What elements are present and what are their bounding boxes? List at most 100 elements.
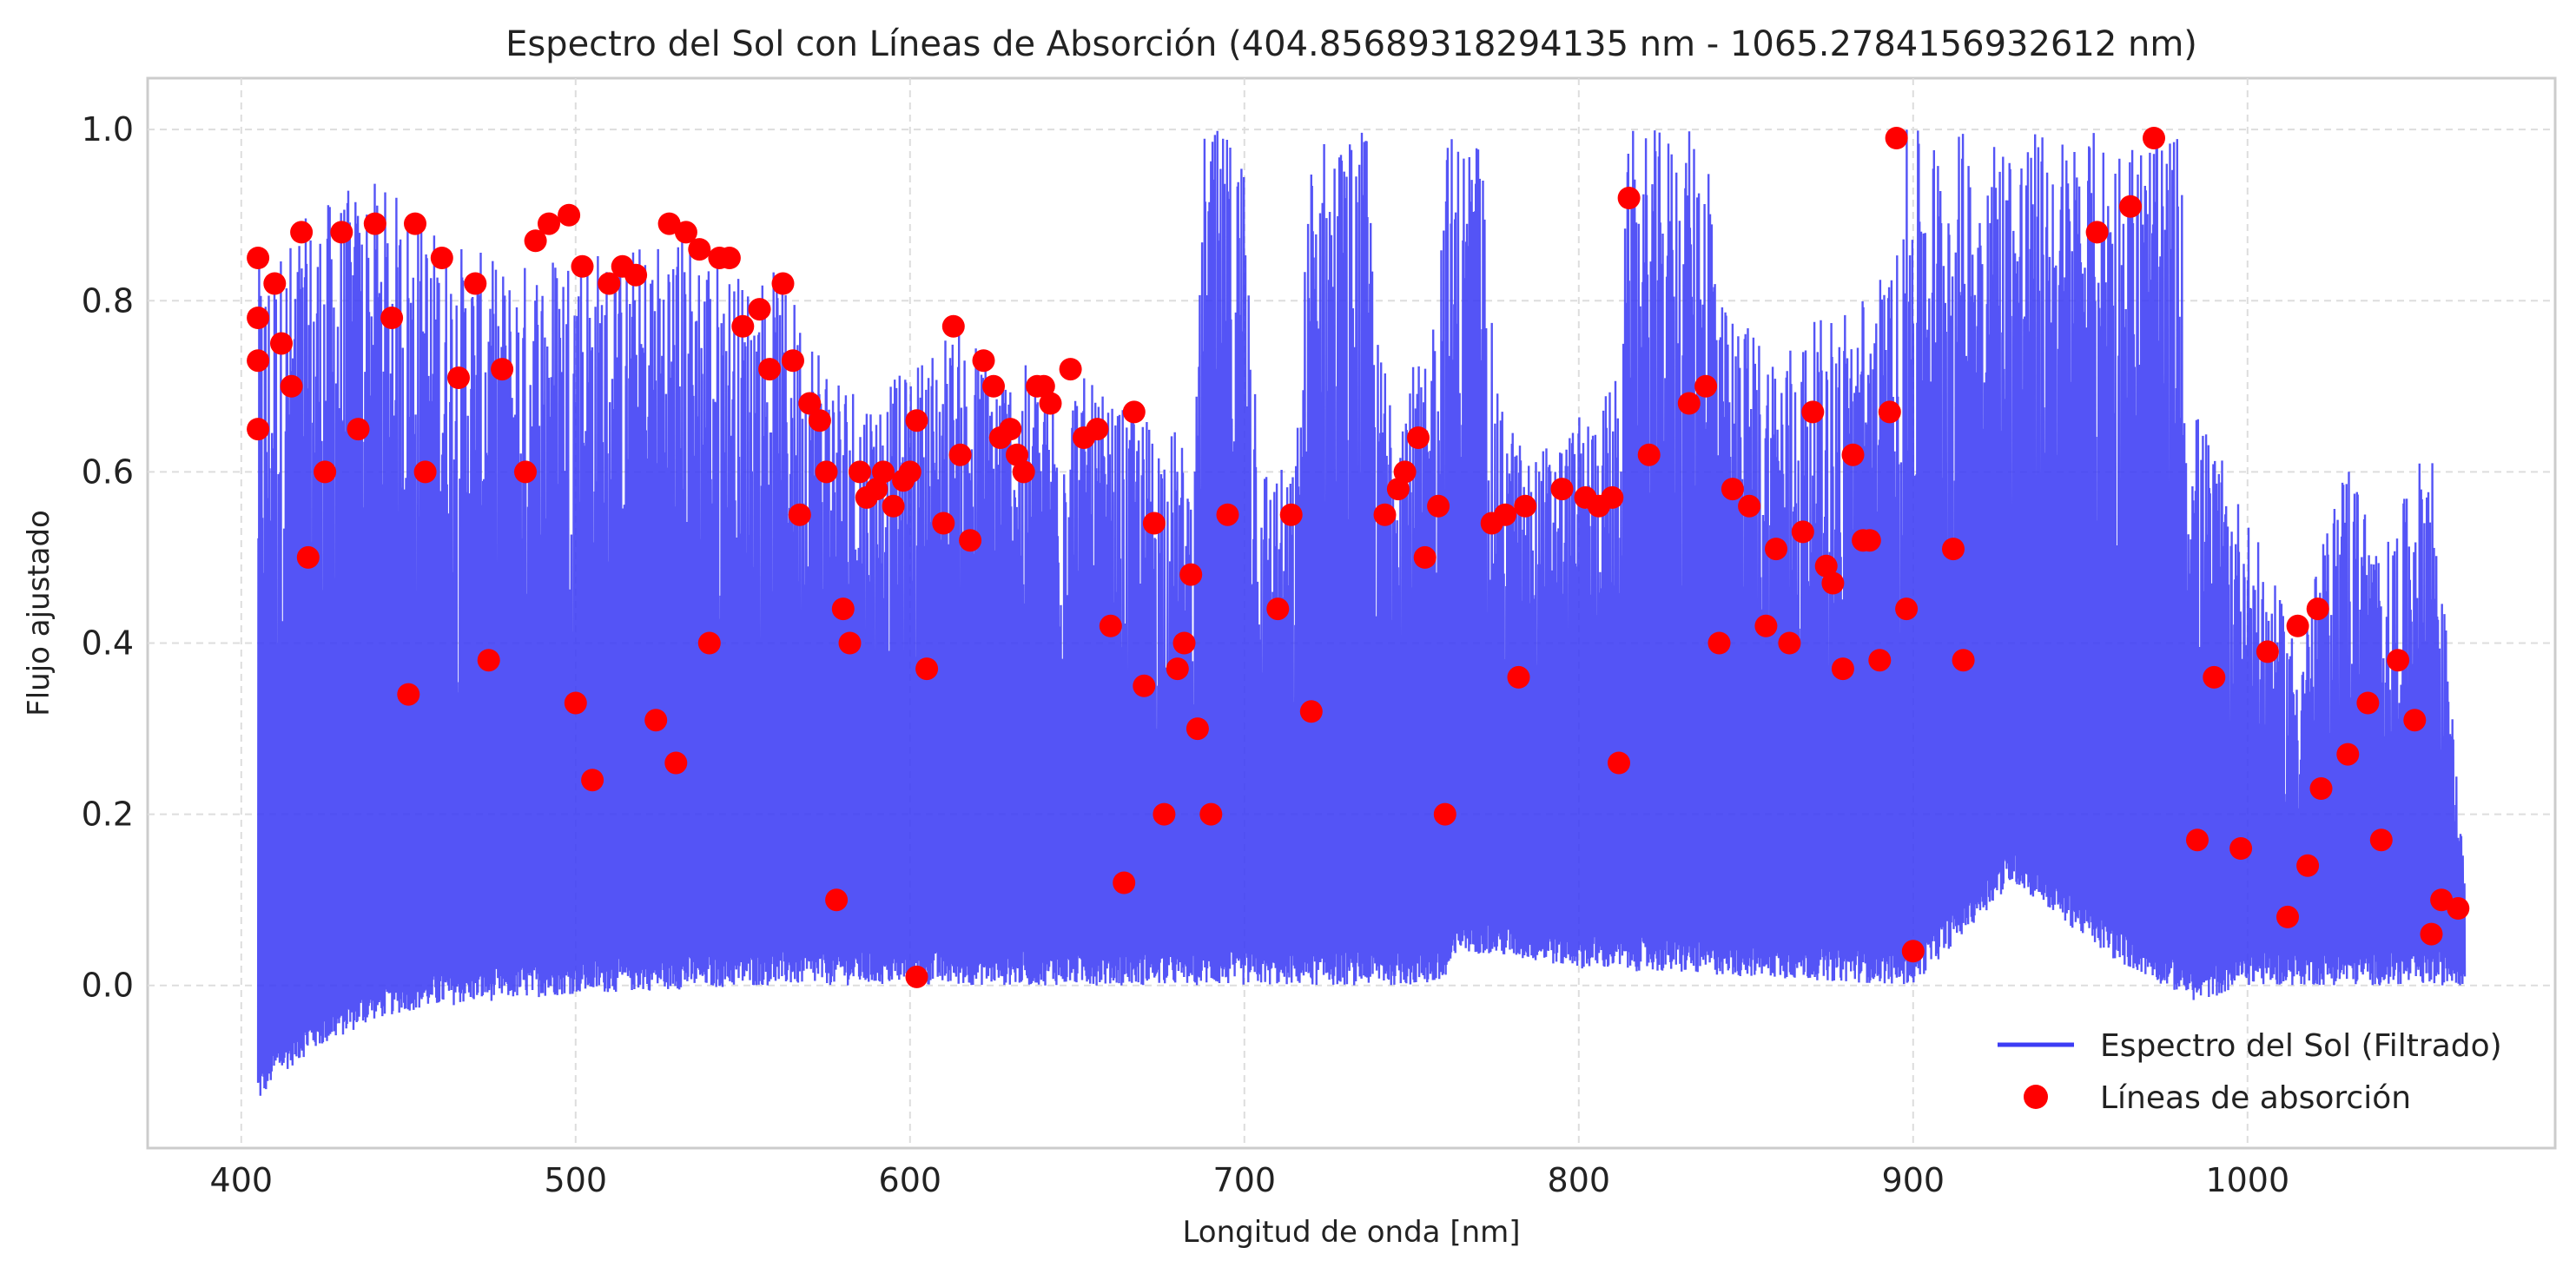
absorption-point bbox=[831, 597, 855, 621]
absorption-point bbox=[2143, 127, 2165, 149]
absorption-point bbox=[2186, 828, 2209, 852]
absorption-point bbox=[644, 709, 668, 732]
absorption-point bbox=[915, 657, 939, 681]
absorption-point bbox=[1738, 494, 1761, 518]
absorption-point bbox=[558, 203, 581, 227]
absorption-point bbox=[2336, 743, 2360, 766]
absorption-point bbox=[2203, 665, 2226, 689]
absorption-point bbox=[1166, 657, 1189, 681]
absorption-point bbox=[1514, 494, 1537, 518]
absorption-point bbox=[296, 545, 320, 569]
absorption-point bbox=[865, 478, 888, 501]
absorption-points-series bbox=[247, 127, 2470, 988]
absorption-point bbox=[290, 221, 314, 244]
spectrum-line bbox=[256, 129, 2467, 1096]
absorption-point bbox=[1550, 478, 1574, 501]
absorption-point bbox=[1433, 802, 1456, 826]
legend: Espectro del Sol (Filtrado) Líneas de ab… bbox=[1998, 1028, 2502, 1116]
absorption-point bbox=[263, 272, 287, 295]
absorption-point bbox=[905, 965, 928, 988]
y-axis-label: Flujo ajustado bbox=[22, 510, 56, 716]
absorption-point bbox=[1006, 443, 1028, 466]
absorption-point bbox=[524, 229, 547, 253]
absorption-point bbox=[2306, 597, 2329, 621]
absorption-point bbox=[717, 247, 741, 269]
absorption-point bbox=[1821, 571, 1845, 595]
absorption-point bbox=[688, 238, 711, 261]
absorption-point bbox=[413, 460, 437, 484]
absorption-point bbox=[2286, 614, 2309, 637]
absorption-point bbox=[1039, 392, 1062, 415]
absorption-point bbox=[788, 503, 811, 526]
absorption-point bbox=[1765, 538, 1787, 561]
absorption-point bbox=[247, 247, 270, 269]
absorption-point bbox=[882, 494, 905, 518]
x-tick-label: 1000 bbox=[2205, 1161, 2289, 1199]
absorption-point bbox=[1153, 802, 1176, 826]
absorption-point bbox=[808, 409, 831, 432]
absorption-point bbox=[2403, 709, 2427, 732]
absorption-point bbox=[1427, 494, 1450, 518]
absorption-point bbox=[674, 221, 697, 244]
absorption-point bbox=[1801, 400, 1825, 424]
absorption-point bbox=[491, 358, 514, 381]
absorption-point bbox=[1814, 554, 1838, 578]
absorption-point bbox=[657, 212, 681, 235]
absorption-point bbox=[849, 460, 871, 484]
absorption-point bbox=[1608, 751, 1630, 775]
legend-dot-swatch bbox=[2024, 1085, 2048, 1109]
absorption-point bbox=[1721, 478, 1744, 501]
absorption-point bbox=[2296, 854, 2320, 877]
absorption-point bbox=[363, 212, 386, 235]
absorption-point bbox=[1601, 485, 1624, 509]
absorption-point bbox=[697, 631, 721, 655]
absorption-point bbox=[581, 769, 604, 792]
absorption-point bbox=[430, 247, 453, 269]
absorption-point bbox=[1901, 940, 1925, 963]
absorption-point bbox=[1279, 503, 1303, 526]
absorption-point bbox=[477, 649, 500, 672]
absorption-point bbox=[999, 418, 1022, 441]
absorption-point bbox=[1858, 529, 1881, 552]
absorption-point bbox=[872, 460, 895, 484]
absorption-point bbox=[564, 691, 587, 715]
absorption-point bbox=[1059, 358, 1082, 381]
absorption-point bbox=[2119, 195, 2142, 218]
absorption-point bbox=[247, 349, 270, 373]
y-tick-label: 0.8 bbox=[82, 281, 134, 320]
absorption-point bbox=[1494, 503, 1517, 526]
absorption-point bbox=[1952, 649, 1975, 672]
absorption-point bbox=[948, 443, 972, 466]
absorption-point bbox=[598, 272, 621, 295]
absorption-point bbox=[1133, 674, 1156, 697]
x-tick-label: 600 bbox=[879, 1161, 942, 1199]
absorption-point bbox=[1032, 374, 1055, 398]
absorption-point bbox=[347, 418, 370, 441]
absorption-point bbox=[1199, 802, 1223, 826]
absorption-point bbox=[247, 307, 270, 329]
absorption-point bbox=[2085, 221, 2109, 244]
x-tick-label: 800 bbox=[1548, 1161, 1611, 1199]
absorption-point bbox=[1099, 614, 1122, 637]
absorption-point bbox=[1694, 374, 1718, 398]
x-axis-label: Longitud de onda [nm] bbox=[1182, 1215, 1520, 1250]
absorption-point bbox=[825, 888, 849, 912]
y-tick-label: 0.0 bbox=[82, 967, 134, 1005]
legend-label-spectrum: Espectro del Sol (Filtrado) bbox=[2100, 1028, 2502, 1064]
absorption-point bbox=[1754, 614, 1778, 637]
absorption-point bbox=[905, 409, 928, 432]
absorption-point bbox=[731, 314, 755, 338]
absorption-point bbox=[1122, 400, 1146, 424]
absorption-point bbox=[1216, 503, 1239, 526]
absorption-point bbox=[1942, 538, 1965, 561]
absorption-point bbox=[1778, 631, 1801, 655]
absorption-point bbox=[748, 298, 771, 321]
absorption-point bbox=[330, 221, 353, 244]
legend-label-absorption: Líneas de absorción bbox=[2100, 1080, 2411, 1116]
absorption-point bbox=[898, 460, 921, 484]
absorption-point bbox=[380, 307, 404, 329]
y-tick-label: 0.4 bbox=[82, 624, 134, 662]
absorption-point bbox=[1677, 392, 1701, 415]
absorption-point bbox=[2447, 897, 2470, 920]
